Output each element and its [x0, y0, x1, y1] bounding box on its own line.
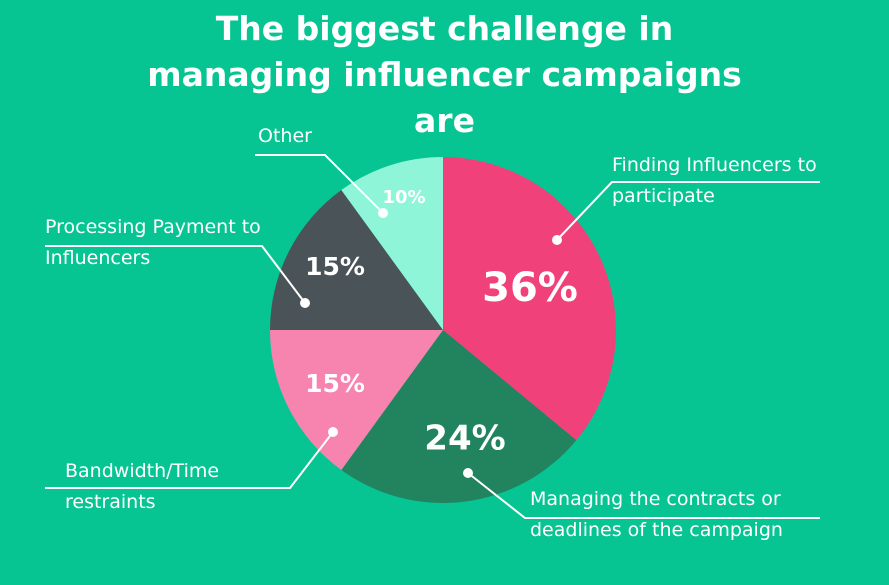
pie-slice — [443, 157, 616, 441]
value-label: 15% — [305, 252, 365, 281]
category-label: Finding Influencers to participate — [612, 154, 817, 207]
leader-dot — [300, 298, 310, 308]
pie-slice — [270, 190, 443, 330]
leader-line — [45, 245, 306, 304]
leader-line — [467, 472, 820, 519]
leader-dot — [328, 427, 338, 437]
leader-dot — [463, 468, 473, 478]
category-label: Other — [258, 125, 312, 147]
leader-line — [255, 154, 384, 214]
leader-line — [45, 431, 334, 489]
leader-dot — [378, 208, 388, 218]
value-label: 15% — [305, 369, 365, 398]
pie-slice — [341, 330, 577, 503]
pie-slice — [270, 330, 443, 470]
leader-line — [556, 181, 820, 241]
category-label: Processing Payment to Influencers — [45, 216, 261, 269]
leader-dot — [552, 235, 562, 245]
value-label: 24% — [424, 419, 505, 459]
value-label: 36% — [482, 265, 578, 311]
category-label: Managing the contracts or deadlines of t… — [530, 488, 783, 541]
category-label: Bandwidth/Time restraints — [65, 460, 220, 513]
value-label: 10% — [382, 187, 425, 208]
chart-title: The biggest challenge in managing influe… — [147, 9, 742, 140]
pie-slice — [341, 157, 443, 330]
